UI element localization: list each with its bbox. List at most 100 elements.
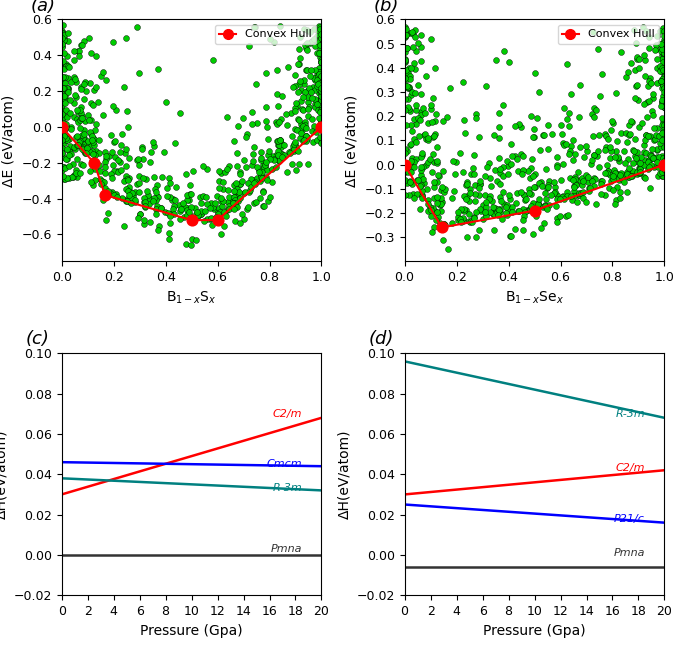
Point: [314, 124, 325, 135]
Point: [626, 168, 637, 179]
Point: [123, 190, 134, 200]
Point: [407, 87, 418, 97]
Point: [312, 34, 323, 45]
Point: [659, 72, 670, 82]
Point: [625, 129, 636, 139]
Point: [73, 51, 84, 61]
Point: [416, 56, 427, 67]
Point: [462, 232, 473, 242]
Point: [401, 28, 412, 39]
Point: [458, 191, 469, 201]
Point: [90, 164, 101, 174]
Point: [300, 131, 311, 142]
Point: [56, 122, 67, 132]
Point: [399, 32, 410, 42]
Point: [151, 191, 162, 201]
Point: [525, 173, 536, 184]
Point: [494, 107, 505, 118]
Point: [230, 177, 241, 188]
Point: [84, 78, 95, 88]
Point: [295, 85, 306, 96]
Point: [645, 160, 656, 170]
Point: [223, 204, 234, 214]
Point: [537, 202, 548, 212]
Point: [518, 165, 529, 175]
Point: [295, 133, 306, 144]
Point: [659, 48, 670, 58]
Point: [465, 183, 476, 193]
Point: [103, 151, 114, 162]
Point: [284, 148, 295, 159]
Point: [651, 157, 662, 168]
Point: [658, 80, 669, 90]
Point: [57, 39, 68, 50]
Point: [297, 104, 308, 114]
Point: [302, 104, 313, 114]
Point: [557, 192, 568, 202]
Point: [316, 86, 327, 96]
Point: [416, 30, 427, 40]
Point: [409, 114, 420, 124]
Point: [405, 156, 416, 166]
Point: [57, 113, 68, 124]
Point: [314, 69, 325, 80]
Point: [616, 173, 627, 184]
Point: [430, 214, 441, 225]
Point: [57, 144, 68, 154]
Point: [91, 51, 102, 61]
Point: [68, 171, 79, 182]
Point: [234, 186, 245, 197]
Point: [460, 127, 471, 138]
Point: [616, 168, 627, 178]
Point: [290, 70, 301, 80]
Point: [60, 119, 71, 129]
Point: [510, 121, 521, 131]
Point: [480, 202, 491, 212]
Point: [566, 195, 577, 205]
Point: [187, 234, 198, 245]
Point: [61, 144, 72, 154]
Point: [315, 24, 326, 34]
Point: [57, 42, 68, 52]
Point: [142, 186, 153, 196]
Point: [491, 176, 502, 186]
Point: [64, 149, 75, 160]
Point: [251, 78, 262, 89]
Point: [433, 212, 444, 222]
Point: [519, 212, 530, 222]
Point: [315, 94, 326, 105]
Point: [262, 134, 273, 144]
Point: [658, 48, 669, 58]
Point: [456, 217, 466, 227]
Point: [300, 87, 311, 97]
Point: [286, 146, 297, 157]
Point: [260, 161, 271, 171]
Point: [403, 63, 414, 74]
Point: [651, 54, 662, 65]
Point: [603, 183, 614, 193]
Point: [656, 76, 667, 86]
Point: [495, 206, 506, 217]
Point: [58, 48, 69, 58]
Point: [421, 71, 432, 82]
Point: [87, 133, 98, 144]
Point: [230, 215, 241, 226]
Point: [658, 34, 669, 45]
Point: [403, 27, 414, 38]
Point: [516, 187, 527, 197]
Point: [562, 210, 573, 220]
Point: [311, 33, 322, 43]
Point: [251, 117, 262, 127]
Point: [305, 38, 316, 49]
Point: [313, 78, 324, 89]
Point: [653, 152, 664, 162]
Point: [453, 215, 464, 225]
Point: [184, 180, 195, 190]
Point: [529, 124, 540, 135]
Point: [163, 173, 174, 184]
Point: [292, 114, 303, 124]
Point: [314, 67, 325, 77]
Point: [631, 166, 642, 177]
Point: [447, 156, 458, 166]
Point: [127, 188, 138, 198]
